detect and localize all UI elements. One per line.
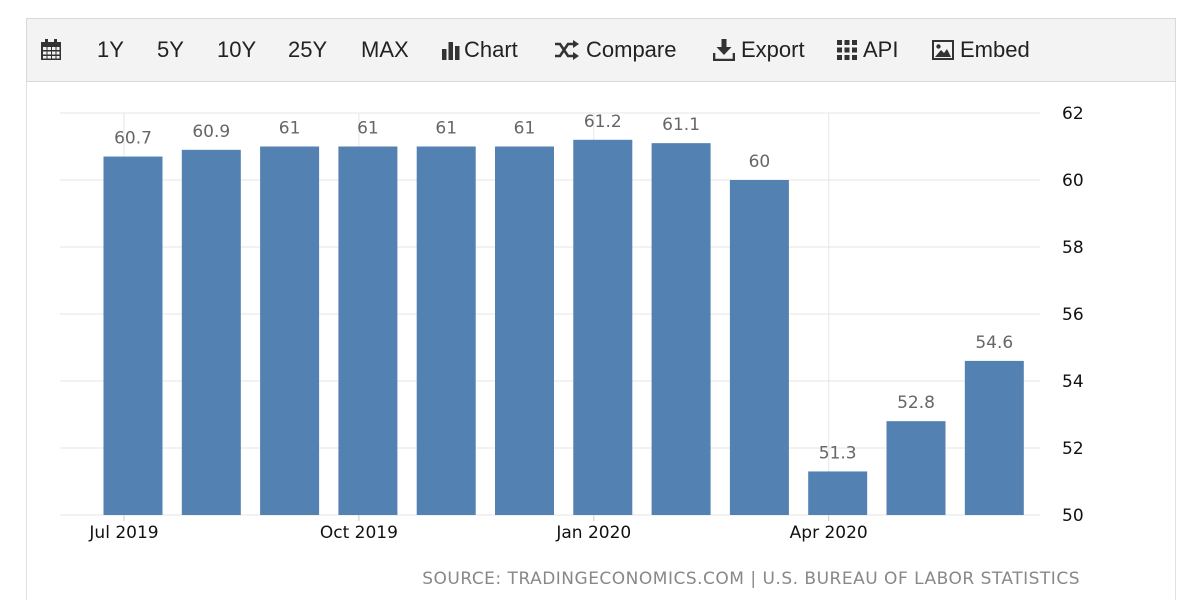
range-max-button[interactable]: MAX	[361, 19, 409, 81]
grid-icon	[837, 40, 857, 60]
bar[interactable]	[964, 360, 1024, 515]
range-1y-button[interactable]: 1Y	[97, 19, 124, 81]
range-25y-button[interactable]: 25Y	[288, 19, 327, 81]
x-tick-label: Oct 2019	[320, 523, 398, 543]
range-1y-label: 1Y	[97, 37, 124, 62]
y-tick-label: 58	[1062, 238, 1084, 258]
api-button[interactable]: API	[837, 19, 898, 81]
x-tick-label: Apr 2020	[790, 523, 868, 543]
range-max-label: MAX	[361, 37, 409, 62]
bar-value-label: 60.7	[114, 129, 152, 149]
bar-value-label: 61	[514, 119, 536, 139]
range-5y-button[interactable]: 5Y	[157, 19, 184, 81]
bar[interactable]	[103, 156, 163, 516]
bar-value-label: 54.6	[975, 333, 1013, 353]
bars	[103, 139, 1024, 516]
bar-chart: 60.7 60.9 61 61 61 61 61.2 61.1 60 51.3 52.8 54.6 5…	[60, 104, 1084, 589]
range-25y-label: 25Y	[288, 37, 328, 62]
bar-value-label: 61.1	[662, 115, 700, 135]
bar-value-label: 60.9	[192, 122, 230, 142]
bar-value-label: 52.8	[897, 393, 935, 413]
export-button[interactable]: Export	[713, 19, 805, 81]
range-5y-label: 5Y	[157, 37, 184, 62]
bar-value-label: 61	[279, 119, 301, 139]
chart-label: Chart	[464, 37, 518, 62]
bar[interactable]	[338, 146, 398, 516]
source-note: SOURCE: TRADINGECONOMICS.COM | U.S. BURE…	[422, 569, 1080, 589]
y-tick-label: 50	[1062, 506, 1084, 526]
frame-right-border	[1175, 82, 1176, 600]
range-10y-label: 10Y	[217, 37, 257, 62]
chart-toolbar: 1Y 5Y 10Y 25Y MAX Chart Compare Export	[26, 18, 1176, 82]
bar-value-label: 61	[357, 119, 379, 139]
bar[interactable]	[651, 143, 711, 515]
calendar-icon	[41, 39, 61, 60]
shuffle-icon	[555, 40, 579, 60]
bar[interactable]	[495, 146, 554, 516]
x-axis-ticks: Jul 2019 Oct 2019 Jan 2020 Apr 2020	[88, 515, 868, 543]
y-tick-label: 52	[1062, 439, 1084, 459]
y-tick-label: 60	[1062, 171, 1084, 191]
y-tick-label: 56	[1062, 305, 1084, 325]
bar[interactable]	[729, 180, 789, 515]
bar[interactable]	[416, 146, 476, 516]
y-tick-label: 54	[1062, 372, 1084, 392]
x-tick-label: Jan 2020	[555, 523, 631, 543]
chart-button[interactable]: Chart	[441, 19, 518, 81]
bar[interactable]	[808, 471, 868, 515]
compare-label: Compare	[586, 37, 677, 62]
bar[interactable]	[886, 421, 946, 515]
bar-value-label: 51.3	[819, 443, 857, 463]
bar-chart-icon	[442, 42, 460, 60]
api-label: API	[863, 37, 899, 62]
image-icon	[932, 40, 954, 60]
frame-left-border	[26, 82, 27, 600]
export-label: Export	[741, 37, 805, 62]
bar-value-labels: 60.7 60.9 61 61 61 61 61.2 61.1 60 51.3 52.8 54.6	[114, 112, 1013, 464]
chart-area: 60.7 60.9 61 61 61 61 61.2 61.1 60 51.3 52.8 54.6 5…	[0, 82, 1200, 600]
x-tick-label: Jul 2019	[88, 523, 158, 543]
calendar-button[interactable]	[40, 19, 62, 81]
bar-value-label: 61	[435, 119, 457, 139]
bar-value-label: 60	[749, 152, 771, 172]
range-10y-button[interactable]: 10Y	[217, 19, 256, 81]
y-tick-label: 62	[1062, 104, 1084, 124]
bar-value-label: 61.2	[584, 112, 622, 132]
y-axis-ticks: 50 52 54 56 58 60 62	[1062, 104, 1084, 526]
bar[interactable]	[260, 146, 320, 516]
compare-button[interactable]: Compare	[554, 19, 676, 81]
embed-button[interactable]: Embed	[932, 19, 1030, 81]
download-icon	[713, 39, 735, 61]
bar[interactable]	[181, 149, 241, 515]
bar[interactable]	[573, 139, 633, 516]
embed-label: Embed	[960, 37, 1030, 62]
